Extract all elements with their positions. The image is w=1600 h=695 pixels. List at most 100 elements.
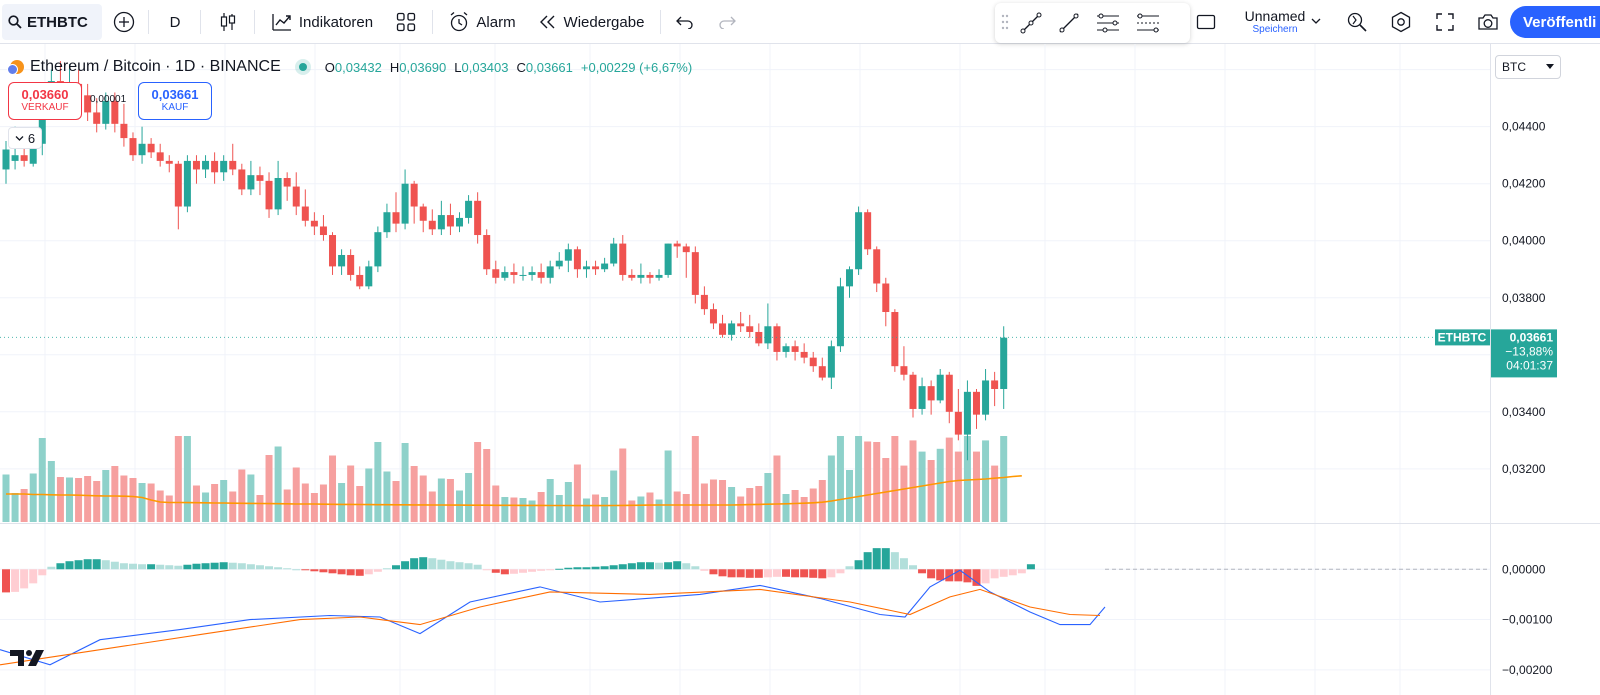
- macd-histogram-bar: [827, 569, 836, 578]
- volume-bar: [982, 440, 990, 522]
- chart-type-button[interactable]: [210, 4, 246, 40]
- candle-body: [192, 160, 200, 170]
- macd-histogram-bar: [482, 569, 491, 571]
- candle-body: [982, 380, 990, 415]
- macd-histogram-bar: [609, 565, 618, 570]
- volume-bar: [564, 482, 572, 522]
- parallel-channel-icon[interactable]: [1095, 11, 1121, 35]
- compare-symbol-button[interactable]: [108, 4, 140, 40]
- macd-signal-line: [0, 588, 1101, 666]
- macd-line: [0, 569, 1106, 666]
- macd-tick-label: −0,00100: [1502, 613, 1553, 627]
- macd-histogram-bar: [11, 569, 20, 592]
- candle-body: [619, 243, 627, 275]
- volume-bar: [827, 455, 835, 522]
- currency-select[interactable]: BTC: [1495, 55, 1561, 79]
- candle-body: [319, 226, 327, 236]
- macd-histogram-bar: [301, 569, 310, 571]
- macd-histogram-bar: [936, 569, 945, 581]
- quick-search-button[interactable]: [1340, 4, 1374, 40]
- high-value: 0,03690: [399, 59, 447, 75]
- camera-icon: [1476, 12, 1500, 32]
- macd-histogram-bar: [1017, 569, 1026, 574]
- macd-histogram-bar: [899, 558, 908, 570]
- macd-histogram-bar: [655, 562, 664, 570]
- macd-histogram-bar: [582, 567, 591, 570]
- redo-button[interactable]: [710, 4, 744, 40]
- fib-retracement-icon[interactable]: [1135, 11, 1161, 35]
- volume-bar: [546, 479, 554, 522]
- volume-bar: [365, 468, 373, 522]
- candle-body: [292, 186, 300, 207]
- layout-name-button[interactable]: Unnamed Speichern: [1225, 8, 1325, 36]
- volume-bar: [156, 490, 164, 522]
- candlesticks: [2, 61, 1008, 461]
- volume-bar: [183, 436, 191, 522]
- volume-bar: [873, 442, 881, 522]
- rectangle-tool-button[interactable]: [1193, 4, 1219, 40]
- volume-bar: [628, 500, 636, 522]
- volume-bar: [374, 442, 382, 522]
- alarm-button[interactable]: Alarm: [440, 4, 524, 40]
- publish-button[interactable]: Veröffentli: [1510, 6, 1600, 38]
- volume-bar: [601, 497, 609, 522]
- top-toolbar: ETHBTC D Indikatoren Alarm Wiedergabe: [0, 0, 1600, 44]
- volume-bar: [782, 494, 790, 522]
- candle-body: [492, 269, 500, 278]
- candle-body: [909, 374, 917, 409]
- ray-icon[interactable]: [1057, 11, 1081, 35]
- templates-button[interactable]: [388, 4, 424, 40]
- macd-histogram-bar: [763, 569, 772, 578]
- trend-line-icon[interactable]: [1019, 11, 1043, 35]
- volume-bar: [292, 467, 300, 522]
- candle-body: [265, 180, 273, 210]
- sell-button[interactable]: 0,03660 VERKAUF: [8, 82, 82, 120]
- macd-histogram-bar: [682, 563, 691, 570]
- volume-bar: [319, 484, 327, 522]
- last-price-value: 0,03661: [1510, 330, 1554, 344]
- candle-body: [664, 243, 672, 275]
- indicator-collapse-button[interactable]: 6: [8, 127, 42, 149]
- macd-histogram-bar: [74, 560, 83, 570]
- replay-button[interactable]: Wiedergabe: [532, 4, 650, 40]
- macd-histogram-bar: [20, 569, 29, 589]
- volume-bar: [864, 441, 872, 522]
- undo-button[interactable]: [668, 4, 702, 40]
- candle-body: [945, 374, 953, 412]
- candle-body: [836, 286, 844, 347]
- volume-bar: [836, 436, 844, 522]
- macd-histogram-bar: [437, 559, 446, 570]
- candle-body: [310, 220, 318, 227]
- macd-histogram-bar: [210, 562, 219, 570]
- candle-body: [891, 312, 899, 367]
- drag-handle-icon[interactable]: [1001, 13, 1009, 31]
- price-tick-label: 0,03800: [1502, 291, 1546, 305]
- volume-bar: [256, 495, 264, 522]
- volume-bar: [791, 490, 799, 522]
- chevron-down-icon[interactable]: [1310, 16, 1322, 26]
- buy-button[interactable]: 0,03661 KAUF: [138, 82, 212, 120]
- candle-body: [356, 274, 364, 287]
- price-tick-label: 0,03400: [1502, 405, 1546, 419]
- low-key: L: [454, 59, 462, 75]
- snapshot-button[interactable]: [1470, 4, 1506, 40]
- volume-bar: [673, 491, 681, 522]
- settings-button[interactable]: [1384, 4, 1418, 40]
- symbol-search-button[interactable]: ETHBTC: [2, 4, 102, 40]
- macd-histogram-bar: [528, 569, 537, 572]
- fullscreen-button[interactable]: [1428, 4, 1462, 40]
- buy-label: KAUF: [161, 102, 189, 113]
- indicators-button[interactable]: Indikatoren: [262, 4, 382, 40]
- price-chart[interactable]: 0,046000,044000,042000,040000,038000,034…: [0, 44, 1600, 695]
- tradingview-logo-icon[interactable]: [10, 648, 46, 668]
- volume-bar: [492, 485, 500, 522]
- market-status-icon[interactable]: [298, 63, 307, 71]
- symbol-tag-label: ETHBTC: [1438, 330, 1487, 344]
- volume-bar: [192, 485, 200, 522]
- chart-legend: Ethereum / Bitcoin · 1D · BINANCE O0,034…: [7, 56, 692, 78]
- interval-button[interactable]: D: [158, 4, 192, 40]
- fullscreen-icon: [1435, 12, 1455, 32]
- layout-save-status: Speichern: [1252, 24, 1298, 35]
- plus-circle-icon: [113, 11, 135, 33]
- candle-body: [637, 274, 645, 278]
